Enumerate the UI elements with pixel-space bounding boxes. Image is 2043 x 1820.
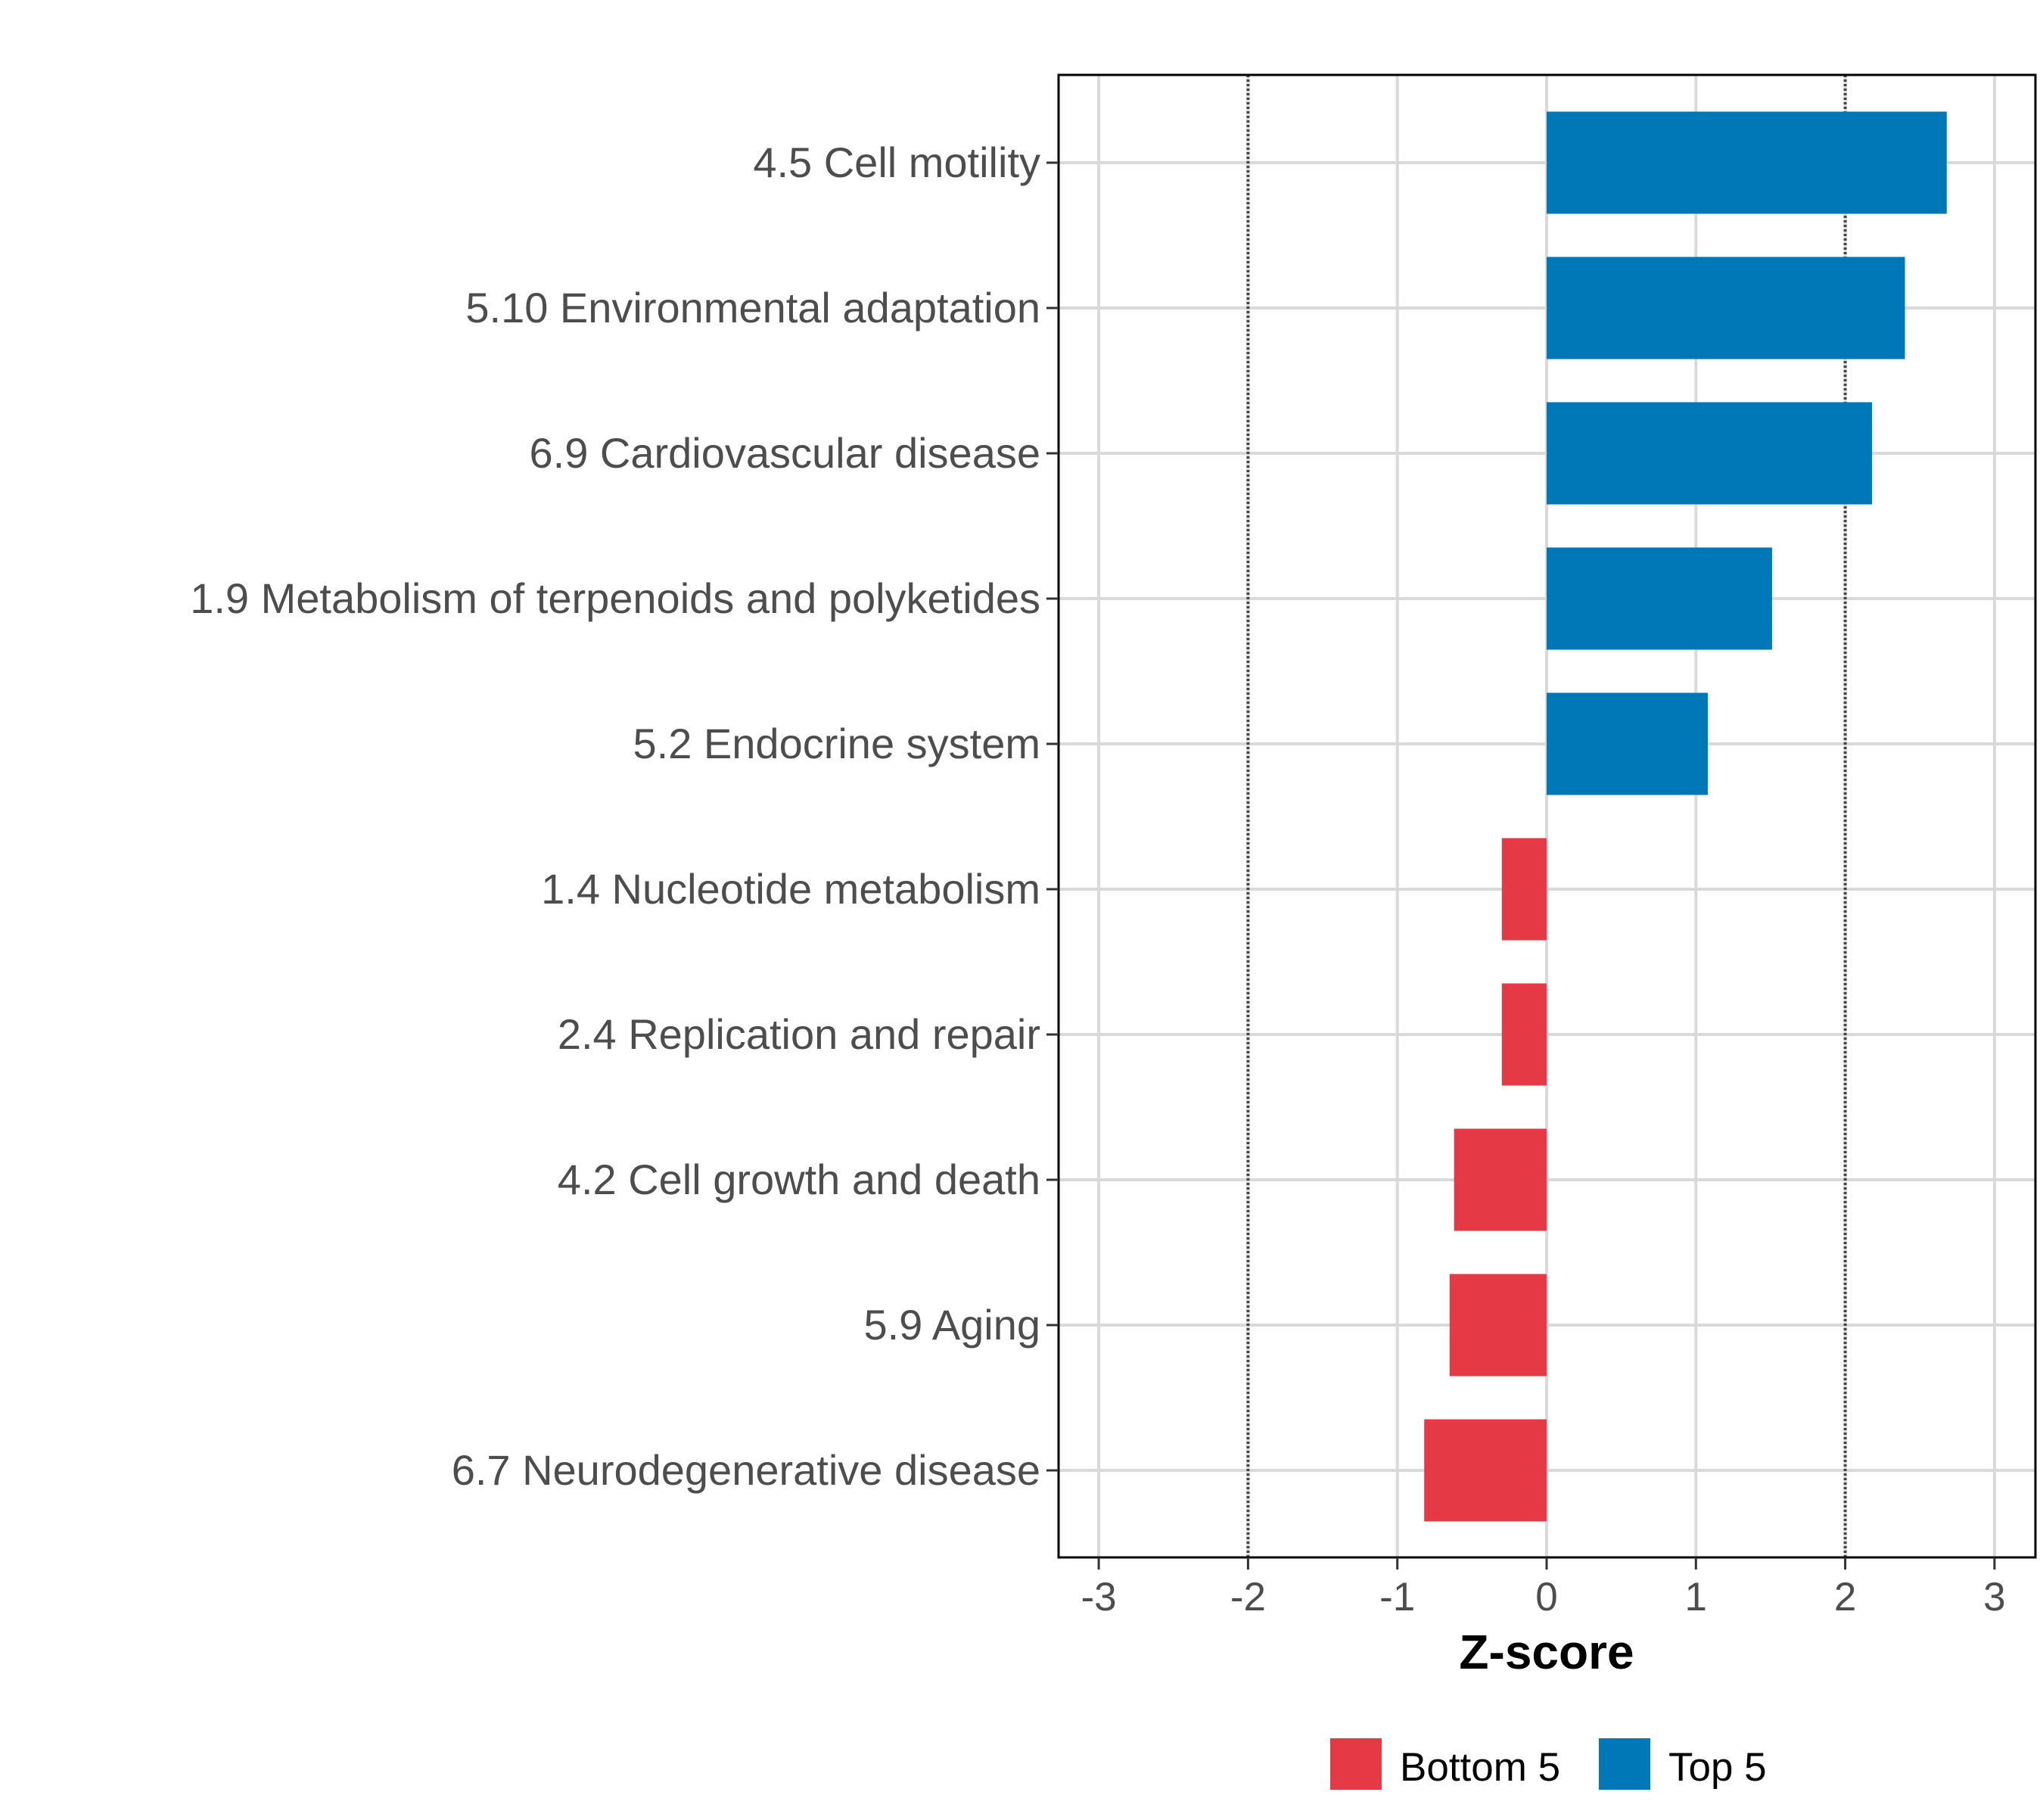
x-tick-label: -1 bbox=[1379, 1575, 1415, 1619]
legend-swatch-bottom-5 bbox=[1330, 1738, 1382, 1790]
bar bbox=[1501, 983, 1547, 1086]
y-tick-label: 6.7 Neurodegenerative disease bbox=[452, 1446, 1040, 1494]
bar bbox=[1547, 692, 1709, 795]
x-tick-label: -3 bbox=[1081, 1575, 1117, 1619]
legend: Bottom 5 Top 5 bbox=[1330, 1738, 1767, 1790]
x-tick-label: 3 bbox=[1983, 1575, 2005, 1619]
x-axis-title: Z-score bbox=[1459, 1625, 1634, 1679]
x-axis: -3 -2 -1 0 1 2 3 bbox=[1081, 1557, 2006, 1619]
bar bbox=[1454, 1128, 1547, 1231]
bar bbox=[1449, 1274, 1547, 1377]
bar bbox=[1501, 838, 1547, 941]
bar bbox=[1547, 402, 1873, 505]
y-tick-label: 5.9 Aging bbox=[863, 1301, 1040, 1349]
y-tick-label: 5.10 Environmental adaptation bbox=[465, 284, 1040, 331]
y-tick-label: 4.5 Cell motility bbox=[753, 138, 1040, 186]
y-axis: 4.5 Cell motility 5.10 Environmental adap… bbox=[190, 138, 1059, 1494]
y-tick-label: 6.9 Cardiovascular disease bbox=[530, 429, 1040, 477]
legend-label-bottom-5: Bottom 5 bbox=[1400, 1745, 1560, 1790]
bar bbox=[1547, 257, 1905, 359]
bar bbox=[1547, 547, 1772, 650]
x-tick-label: -2 bbox=[1230, 1575, 1266, 1619]
legend-label-top-5: Top 5 bbox=[1668, 1745, 1767, 1790]
y-tick-label: 1.9 Metabolism of terpenoids and polyket… bbox=[190, 574, 1040, 622]
bar bbox=[1547, 111, 1947, 214]
y-tick-label: 1.4 Nucleotide metabolism bbox=[541, 865, 1040, 913]
legend-swatch-top-5 bbox=[1599, 1738, 1650, 1790]
bar bbox=[1424, 1419, 1547, 1522]
y-tick-label: 5.2 Endocrine system bbox=[633, 720, 1040, 767]
bars bbox=[1424, 111, 1947, 1522]
x-tick-label: 0 bbox=[1535, 1575, 1557, 1619]
y-tick-label: 4.2 Cell growth and death bbox=[558, 1156, 1040, 1203]
x-tick-label: 1 bbox=[1685, 1575, 1707, 1619]
x-tick-label: 2 bbox=[1834, 1575, 1856, 1619]
y-tick-label: 2.4 Replication and repair bbox=[558, 1010, 1040, 1058]
